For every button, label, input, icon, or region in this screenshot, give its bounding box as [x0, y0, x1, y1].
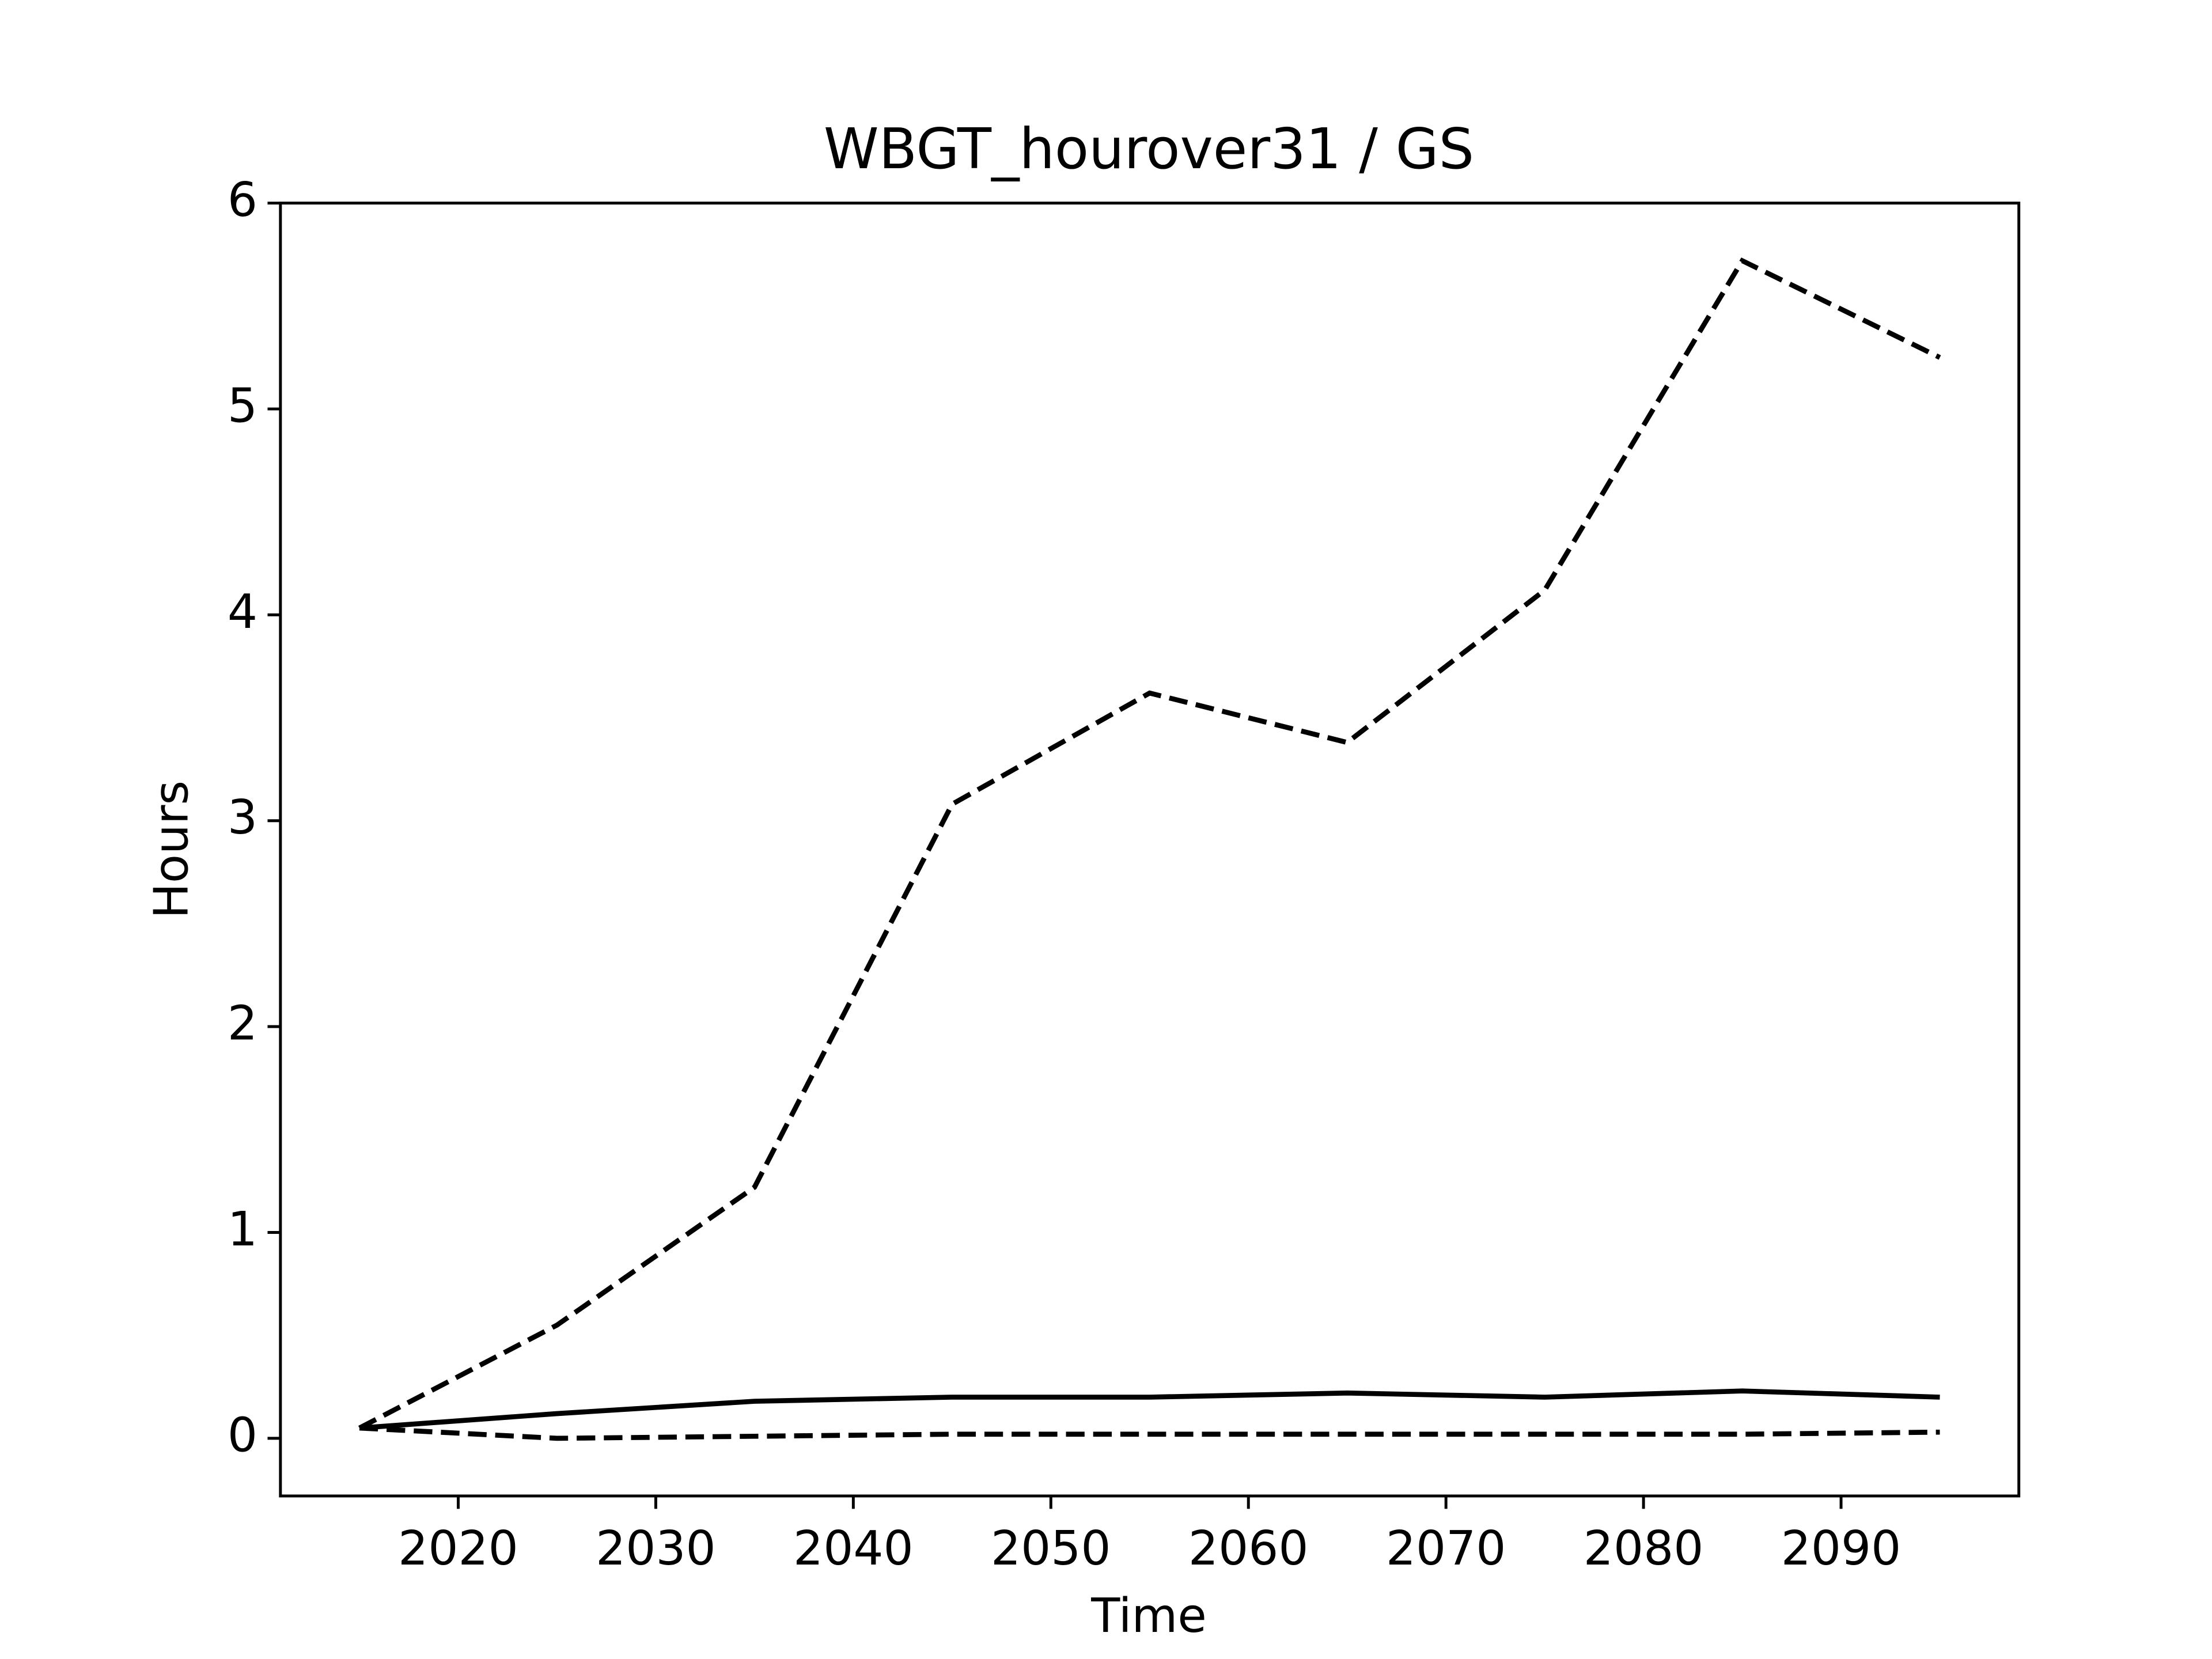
x-tick-label: 2040	[793, 1521, 914, 1576]
y-tick-label: 6	[228, 173, 257, 228]
x-tick-label: 2020	[398, 1521, 518, 1576]
y-tick-label: 1	[228, 1202, 257, 1257]
y-axis-label: Hours	[144, 781, 199, 919]
x-tick-label: 2060	[1188, 1521, 1309, 1576]
x-tick-label: 2030	[596, 1521, 716, 1576]
x-tick-label: 2080	[1584, 1521, 1704, 1576]
x-tick-label: 2070	[1386, 1521, 1506, 1576]
series-line	[359, 1425, 1940, 1441]
x-axis-label: Time	[1090, 1589, 1207, 1643]
chart-title: WBGT_hourover31 / GS	[824, 116, 1474, 181]
y-tick-label: 5	[228, 378, 257, 433]
y-tick-label: 2	[228, 997, 257, 1051]
x-tick-label: 2050	[991, 1521, 1111, 1576]
series-line	[359, 1388, 1940, 1431]
y-tick-label: 0	[228, 1408, 257, 1463]
series-line	[358, 257, 1941, 1430]
x-tick-label: 2090	[1781, 1521, 1902, 1576]
y-tick-label: 3	[228, 790, 257, 845]
y-tick-label: 4	[228, 585, 257, 639]
axes-frame	[279, 202, 2021, 1498]
